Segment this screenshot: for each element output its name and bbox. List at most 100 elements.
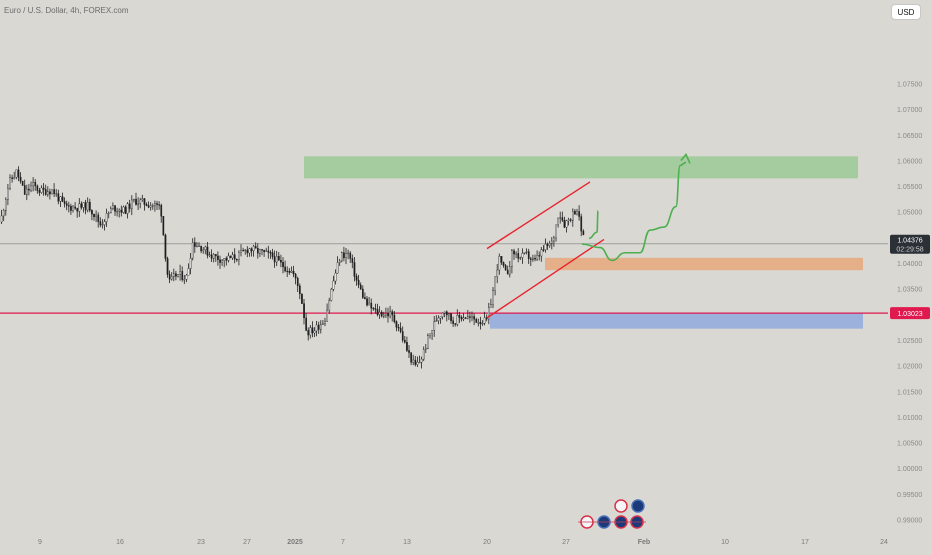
candle-body [406, 342, 408, 351]
candle-body [221, 260, 223, 263]
candle-body [376, 309, 379, 315]
candle-body [347, 252, 349, 255]
last-price-countdown: 02:29:58 [896, 247, 923, 254]
candle-body [235, 258, 238, 261]
candle-body [126, 203, 129, 214]
x-tick-label: 2025 [287, 539, 303, 546]
candle-body [246, 249, 249, 254]
candle-body [259, 249, 261, 254]
candle-body [408, 350, 410, 353]
candle-body [500, 256, 503, 263]
candle-body [198, 245, 200, 247]
economic-events[interactable] [578, 499, 646, 529]
candle-body [580, 216, 583, 232]
candle-body [172, 273, 175, 277]
candle-body [191, 242, 194, 259]
candle-body [227, 255, 230, 261]
candle-body [252, 246, 255, 252]
candle-body [53, 189, 55, 194]
candle-body [273, 256, 276, 263]
candle-body [330, 289, 333, 301]
candle-body [139, 199, 142, 204]
x-tick-label: 10 [721, 539, 729, 546]
candle-body [67, 205, 70, 207]
candle-body [527, 251, 530, 259]
candle-body [479, 322, 482, 324]
x-tick-label: 23 [197, 539, 205, 546]
candle-body [84, 202, 87, 211]
candle-body [206, 246, 209, 256]
candle-body [506, 269, 509, 275]
candle-body [101, 224, 104, 226]
candle-body [122, 206, 125, 213]
candle-body [464, 317, 467, 319]
candle-body [137, 203, 139, 205]
candle-body [582, 230, 585, 235]
candle-body [513, 250, 515, 255]
candle-body [448, 313, 450, 316]
candle-body [366, 298, 368, 306]
y-tick-label: 1.06000 [897, 158, 922, 165]
candle-body [399, 327, 402, 332]
candle-body [97, 214, 100, 222]
candle-body [147, 205, 150, 208]
candle-body [471, 316, 473, 318]
candle-body [78, 203, 81, 212]
candle-body [315, 324, 318, 332]
candle-body [338, 260, 341, 263]
candle-body [65, 203, 68, 206]
candle-body [294, 273, 297, 279]
zone-target [304, 156, 858, 179]
candle-body [336, 262, 339, 274]
candle-body [385, 313, 387, 316]
candle-body [355, 276, 358, 281]
candle-body [439, 316, 442, 319]
candle-body [305, 317, 307, 331]
currency-button[interactable]: USD [891, 4, 921, 20]
candle-body [494, 276, 496, 291]
candle-body [368, 302, 370, 306]
candle-body [565, 220, 568, 228]
candle-body [530, 258, 532, 260]
candle-body [509, 266, 511, 275]
candle-body [189, 257, 192, 269]
candle-body [280, 260, 282, 263]
candle-body [72, 206, 74, 211]
candle-body [345, 253, 347, 259]
candle-body [44, 189, 47, 195]
zone-support [545, 257, 863, 271]
candle-body [36, 185, 39, 191]
candle-body [95, 214, 97, 218]
price-labels: 1.04376 02:29:58 1.03023 [890, 234, 930, 320]
candle-body [107, 212, 110, 214]
price-axis[interactable]: 1.07500 1.07000 1.06500 1.06000 1.05500 1.050… [897, 81, 922, 524]
candle-body [435, 320, 438, 322]
y-tick-label: 1.02500 [897, 338, 922, 345]
candle-body [114, 205, 116, 212]
candle-body [475, 319, 478, 323]
candle-body [214, 254, 217, 257]
candle-body [200, 245, 202, 252]
candle-body [395, 321, 398, 328]
candle-body [357, 280, 360, 286]
candle-body [278, 256, 280, 261]
candle-body [19, 176, 22, 182]
candle-body [380, 311, 383, 317]
candle-body [326, 309, 328, 322]
time-axis[interactable]: 9 16 23 27 2025 7 13 20 27 Feb 10 17 24 [38, 539, 888, 546]
candle-body [286, 270, 289, 272]
candle-body [387, 313, 389, 317]
candle-body [55, 193, 58, 195]
candle-body [397, 326, 400, 329]
candle-body [103, 221, 106, 225]
candle-body [80, 203, 83, 208]
candle-body [452, 320, 454, 324]
candle-body [322, 323, 324, 325]
candle-body [561, 217, 564, 221]
candle-body [210, 254, 213, 259]
candle-body [404, 339, 406, 343]
last-price-badge [890, 234, 930, 254]
candle-body [292, 270, 295, 275]
